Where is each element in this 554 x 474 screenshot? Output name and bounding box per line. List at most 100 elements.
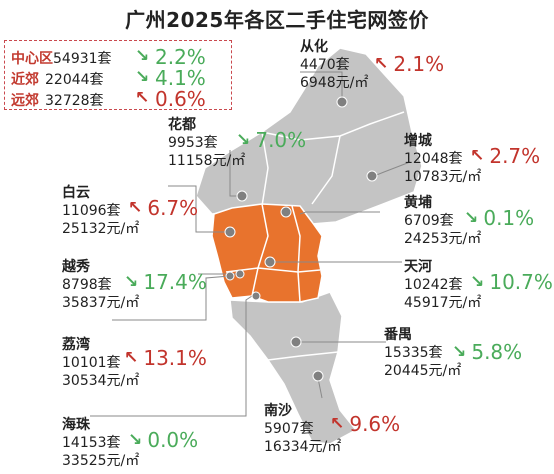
district-label-baiyun: 白云 11096套 25132元/㎡ (62, 184, 139, 238)
district-label-nansha: 南沙 5907套 16334元/㎡ (264, 402, 341, 456)
district-volume: 10242套 (404, 277, 463, 293)
district-name: 花都 (168, 117, 196, 133)
legend-name: 中心区 (11, 51, 53, 67)
legend-count: 54931套 (53, 51, 112, 67)
district-name: 越秀 (62, 259, 90, 275)
down-arrow-icon: ↘ (470, 272, 485, 292)
district-price: 30534元/㎡ (62, 373, 140, 389)
district-name: 从化 (300, 39, 328, 55)
district-label-zengcheng: 增城 12048套 10783元/㎡ (404, 132, 481, 186)
district-volume: 9953套 (168, 135, 218, 151)
legend-change: 0.6% (155, 87, 206, 111)
change-value: 9.6% (349, 412, 401, 436)
district-name: 荔湾 (62, 337, 90, 353)
dot-nansha (312, 370, 324, 382)
change-value: 0.0% (147, 428, 199, 452)
district-price: 25132元/㎡ (62, 221, 140, 237)
change-value: 17.4% (143, 270, 207, 294)
district-volume: 14153套 (62, 435, 121, 451)
change-value: 10.7% (489, 270, 553, 294)
change-value: 7.0% (255, 128, 307, 152)
central-districts-region (211, 203, 323, 303)
dot-yuexiu (235, 269, 245, 279)
change-value: 2.7% (489, 144, 541, 168)
district-volume: 6709套 (404, 213, 454, 229)
down-arrow-icon: ↘ (124, 272, 139, 292)
district-price: 20445元/㎡ (384, 363, 462, 379)
district-change-baiyun: ↖ 6.7% (128, 196, 198, 220)
legend-change: 2.2% (155, 45, 206, 69)
district-name: 番禺 (384, 327, 412, 343)
leader-baiyun (168, 185, 226, 233)
huadu-boundary (261, 131, 269, 207)
district-volume: 10101套 (62, 355, 121, 371)
dot-tianhe (264, 256, 276, 268)
dot-baiyun (224, 226, 236, 238)
district-volume: 8798套 (62, 277, 112, 293)
dot-huangpu (280, 206, 292, 218)
down-arrow-icon: ↘ (236, 130, 251, 150)
district-label-panyu: 番禺 15335套 20445元/㎡ (384, 326, 461, 380)
down-arrow-icon: ↘ (452, 342, 467, 362)
legend-box: 中心区 54931套 ↘ 2.2% 近郊 22044套 ↘ 4.1% 远郊 32… (4, 40, 232, 111)
up-arrow-icon: ↖ (135, 88, 150, 108)
district-change-zengcheng: ↖ 2.7% (470, 144, 540, 168)
district-price: 24253元/㎡ (404, 231, 482, 247)
change-value: 13.1% (143, 346, 207, 370)
district-label-yuexiu: 越秀 8798套 35837元/㎡ (62, 258, 139, 312)
district-name: 白云 (62, 185, 90, 201)
up-arrow-icon: ↖ (470, 146, 485, 166)
leader-conghua (300, 71, 343, 100)
district-price: 16334元/㎡ (264, 439, 342, 455)
dot-huadu (236, 190, 248, 202)
district-label-tianhe: 天河 10242套 45917元/㎡ (404, 258, 481, 312)
up-arrow-icon: ↖ (124, 348, 139, 368)
legend-row-near-suburb: 近郊 22044套 ↘ 4.1% (11, 66, 229, 90)
district-label-conghua: 从化 4470套 6948元/㎡ (300, 38, 368, 92)
dot-panyu (290, 336, 302, 348)
legend-name: 远郊 (11, 93, 39, 109)
leader-haizhu (90, 295, 253, 417)
up-arrow-icon: ↖ (330, 414, 345, 434)
district-volume: 15335套 (384, 345, 443, 361)
dot-liwan (225, 271, 235, 281)
central-boundary-b (291, 205, 301, 303)
leader-huangpu (299, 211, 380, 215)
change-value: 2.1% (393, 52, 445, 76)
legend-name: 近郊 (11, 72, 39, 88)
dot-conghua (336, 96, 348, 108)
district-price: 11158元/㎡ (168, 153, 246, 169)
district-change-nansha: ↖ 9.6% (330, 412, 400, 436)
change-value: 6.7% (147, 196, 199, 220)
zengcheng-boundary (311, 135, 341, 205)
district-name: 南沙 (264, 403, 292, 419)
dot-zengcheng (366, 170, 378, 182)
district-change-tianhe: ↘ 10.7% (470, 270, 553, 294)
up-arrow-icon: ↖ (374, 54, 389, 74)
leader-liwan (112, 275, 231, 321)
legend-count: 22044套 (45, 72, 104, 88)
district-change-conghua: ↖ 2.1% (374, 52, 444, 76)
district-volume: 5907套 (264, 421, 314, 437)
central-boundary-a (251, 203, 269, 297)
district-name: 海珠 (62, 417, 90, 433)
change-value: 0.1% (483, 206, 535, 230)
south-districts-region (229, 291, 358, 445)
district-price: 33525元/㎡ (62, 453, 140, 469)
legend-row-central: 中心区 54931套 ↘ 2.2% (11, 45, 229, 69)
district-change-huangpu: ↘ 0.1% (464, 206, 534, 230)
district-change-liwan: ↖ 13.1% (124, 346, 207, 370)
down-arrow-icon: ↘ (464, 208, 479, 228)
district-volume: 4470套 (300, 57, 350, 73)
district-price: 45917元/㎡ (404, 295, 482, 311)
district-change-huadu: ↘ 7.0% (236, 128, 306, 152)
legend-count: 32728套 (45, 93, 104, 109)
district-change-panyu: ↘ 5.8% (452, 340, 522, 364)
down-arrow-icon: ↘ (135, 46, 150, 66)
up-arrow-icon: ↖ (128, 198, 143, 218)
page-title: 广州2025年各区二手住宅网签价 (125, 8, 429, 32)
district-volume: 12048套 (404, 151, 463, 167)
district-price: 6948元/㎡ (300, 75, 369, 91)
legend-change: 4.1% (155, 66, 206, 90)
